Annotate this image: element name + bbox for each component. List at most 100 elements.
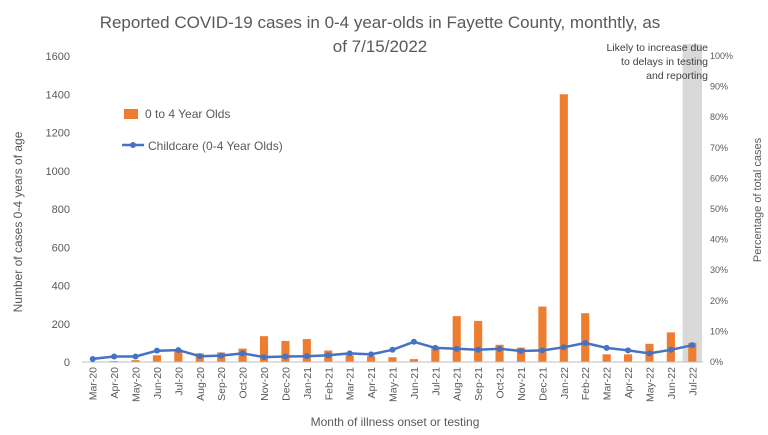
- y2-tick-label: 90%: [710, 82, 728, 92]
- x-tick-label: Feb-21: [323, 367, 335, 400]
- line-point-Apr-22: [625, 347, 632, 354]
- bar-Sep-21: [474, 320, 483, 362]
- line-point-Oct-21: [496, 345, 503, 352]
- x-tick-label: Nov-21: [516, 367, 528, 401]
- bar-Dec-21: [538, 306, 547, 362]
- line-point-Feb-22: [582, 340, 589, 347]
- line-point-Jun-21: [410, 338, 417, 345]
- bar-Dec-20: [281, 340, 290, 362]
- line-point-Jun-22: [667, 346, 674, 353]
- bar-Aug-21: [452, 316, 461, 362]
- x-tick-label: Nov-20: [259, 367, 271, 401]
- line-point-Mar-20: [89, 355, 96, 362]
- x-axis-label: Month of illness onset or testing: [311, 415, 480, 429]
- x-tick-label: Mar-20: [88, 367, 100, 400]
- y-tick-label: 1600: [46, 51, 70, 63]
- y-tick-label: 0: [64, 357, 70, 369]
- bar-Jan-21: [302, 339, 311, 362]
- line-point-Jul-20: [175, 347, 182, 354]
- line-point-May-21: [389, 346, 396, 353]
- x-tick-label: Apr-21: [366, 367, 378, 399]
- line-point-Jul-22: [689, 342, 696, 349]
- bar-Nov-21: [516, 347, 526, 362]
- line-point-Nov-20: [261, 354, 268, 361]
- bar-May-21: [388, 357, 397, 362]
- y2-tick-label: 0%: [710, 357, 723, 367]
- x-tick-label: May-20: [131, 367, 143, 402]
- y2-tick-label: 80%: [710, 112, 728, 122]
- x-tick-label: Jul-21: [430, 367, 442, 396]
- y-tick-label: 600: [52, 242, 70, 254]
- x-tick-label: May-22: [644, 367, 656, 402]
- line-point-Mar-22: [603, 344, 610, 351]
- bar-Jul-20: [174, 349, 183, 362]
- bar-Mar-22: [602, 354, 611, 362]
- y-tick-label: 1000: [46, 166, 70, 178]
- line-point-Mar-21: [346, 350, 353, 357]
- bar-Jul-22: [688, 342, 697, 362]
- y2-axis-label: Percentage of total cases: [752, 137, 764, 262]
- x-tick-label: Jun-20: [152, 367, 164, 399]
- line-point-May-22: [646, 350, 653, 357]
- y-tick-label: 800: [52, 204, 70, 216]
- bar-Jul-21: [431, 346, 440, 362]
- line-point-Aug-21: [453, 345, 460, 352]
- legend-label-line: Childcare (0-4 Year Olds): [148, 139, 283, 153]
- line-point-Apr-21: [368, 351, 375, 358]
- x-tick-label: Jul-20: [173, 367, 185, 396]
- bar-May-20: [131, 360, 140, 362]
- x-tick-label: Dec-20: [280, 367, 292, 401]
- line-point-Jan-21: [303, 353, 310, 360]
- x-tick-label: Mar-21: [345, 367, 357, 400]
- bar-Nov-20: [259, 336, 269, 362]
- x-axis-ticks: Mar-20 Apr-20 May-20 Jun-20 Jul-20 Aug-20 Sep-…: [88, 367, 700, 402]
- x-tick-label: Mar-22: [602, 367, 614, 400]
- y2-tick-label: 20%: [710, 296, 728, 306]
- y-tick-label: 1200: [46, 128, 70, 140]
- line-point-Sep-21: [475, 346, 482, 353]
- bar-Apr-21: [367, 356, 376, 362]
- y-tick-label: 200: [52, 319, 70, 331]
- line-point-Dec-21: [539, 347, 546, 354]
- x-tick-label: Aug-21: [452, 367, 464, 401]
- chart-title-line2: of 7/15/2022: [333, 37, 428, 56]
- y2-axis-ticks: 0% 10% 20% 30% 40% 50% 60% 70% 80% 90% 100%: [710, 51, 733, 367]
- bar-Apr-22: [623, 354, 633, 362]
- line-point-Feb-21: [325, 352, 332, 359]
- line-point-Nov-21: [517, 347, 524, 354]
- y2-tick-label: 10%: [710, 326, 728, 336]
- bar-Mar-21: [345, 355, 354, 362]
- legend-swatch-marker: [130, 142, 136, 148]
- legend: 0 to 4 Year Olds Childcare (0-4 Year Old…: [122, 107, 283, 153]
- bar-Jan-22: [559, 94, 568, 362]
- x-tick-label: Apr-20: [109, 367, 121, 399]
- x-tick-label: Jun-22: [666, 367, 678, 399]
- y2-tick-label: 50%: [710, 204, 728, 214]
- bar-series: [88, 94, 697, 362]
- line-point-Jun-20: [153, 347, 160, 354]
- line-point-May-20: [132, 353, 139, 360]
- x-tick-label: Feb-22: [580, 367, 592, 400]
- x-tick-label: Dec-21: [537, 367, 549, 401]
- bar-Jun-20: [152, 355, 162, 362]
- y2-tick-label: 100%: [710, 51, 733, 61]
- y-axis-ticks: 0 200 400 600 800 1000 1200 1400 1600: [46, 51, 70, 369]
- line-point-Sep-20: [218, 352, 225, 359]
- shaded-note-line2: to delays in testing: [621, 56, 708, 68]
- chart-title-line1: Reported COVID-19 cases in 0-4 year-olds…: [100, 13, 661, 32]
- x-tick-label: Jan-21: [302, 367, 314, 399]
- line-point-Oct-20: [239, 350, 246, 357]
- x-tick-label: Sep-21: [473, 367, 485, 401]
- legend-label-bar: 0 to 4 Year Olds: [145, 107, 230, 121]
- legend-swatch-bar: [124, 109, 138, 119]
- x-tick-label: Sep-20: [216, 367, 228, 401]
- shaded-note-line3: and reporting: [646, 70, 708, 82]
- line-point-Jan-22: [560, 344, 567, 351]
- line-point-Jul-21: [432, 344, 439, 351]
- line-point-Dec-20: [282, 353, 289, 360]
- x-tick-label: Jul-22: [687, 367, 699, 396]
- y-axis-label: Number of cases 0-4 years of age: [11, 131, 25, 312]
- bar-Jun-21: [409, 359, 418, 362]
- line-series: [89, 338, 696, 362]
- y-tick-label: 1400: [46, 89, 70, 101]
